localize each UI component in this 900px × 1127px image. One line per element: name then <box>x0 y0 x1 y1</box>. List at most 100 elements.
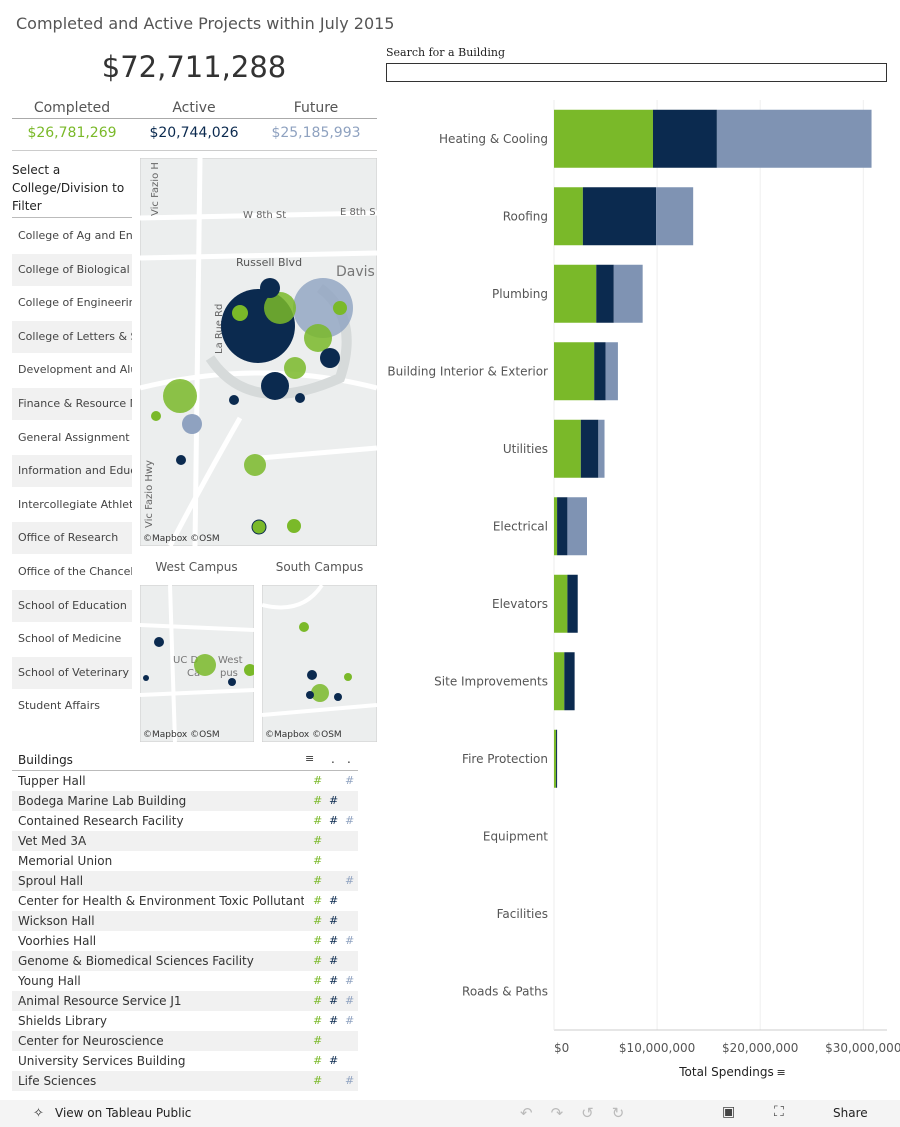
status-mark: # <box>329 794 339 807</box>
building-name[interactable]: Wickson Hall <box>18 914 95 928</box>
divider <box>12 770 358 771</box>
building-name[interactable]: Sproul Hall <box>18 874 84 888</box>
map-point[interactable] <box>244 454 266 476</box>
filter-item[interactable]: General Assignment C <box>12 421 132 454</box>
category-label: Equipment <box>483 829 548 843</box>
bar-segment <box>556 729 558 788</box>
filter-item[interactable]: College of Biological S <box>12 253 132 286</box>
status-mark: # <box>313 854 323 867</box>
row-bg <box>12 791 358 811</box>
building-name[interactable]: Genome & Biomedical Sciences Facility <box>18 954 254 968</box>
filter-item[interactable]: College of Letters & Sc <box>12 320 132 353</box>
map-point[interactable] <box>251 519 267 535</box>
filter-item[interactable]: Intercollegiate Athleti <box>12 488 132 521</box>
map-point[interactable] <box>154 637 164 647</box>
status-mark: # <box>313 1074 323 1087</box>
filter-item[interactable]: School of Medicine <box>12 623 132 656</box>
map-point[interactable] <box>244 664 254 676</box>
map-road <box>140 585 254 742</box>
map-point[interactable] <box>261 372 289 400</box>
building-name[interactable]: Life Sciences <box>18 1074 97 1088</box>
map-point[interactable] <box>260 278 280 298</box>
mini-map[interactable]: ©Mapbox ©OSM <box>262 585 377 742</box>
map-point[interactable] <box>311 684 329 702</box>
map-point[interactable] <box>284 357 306 379</box>
category-label: Plumbing <box>492 287 548 301</box>
row-bg <box>12 971 358 991</box>
building-name[interactable]: Center for Neuroscience <box>18 1034 164 1048</box>
category-label: Facilities <box>497 907 548 921</box>
mini-map[interactable]: UC D West Ca pus ©Mapbox ©OSM <box>140 585 254 742</box>
building-name[interactable]: Contained Research Facility <box>18 814 184 828</box>
category-label: Roofing <box>503 209 548 223</box>
bar-segment <box>554 187 583 246</box>
map[interactable]: Vic Fazio H W 8th St E 8th S Russell Blv… <box>140 158 377 546</box>
status-mark: # <box>313 814 323 827</box>
map-point[interactable] <box>299 622 309 632</box>
map-label: Ca <box>187 668 200 679</box>
building-name[interactable]: Shields Library <box>18 1014 107 1028</box>
status-mark: # <box>345 974 355 987</box>
map-point[interactable] <box>143 675 149 681</box>
building-name[interactable]: Center for Health & Environment Toxic Po… <box>18 894 304 908</box>
filter-item[interactable]: College of Engineering <box>12 287 132 320</box>
building-name[interactable]: Voorhies Hall <box>18 934 97 948</box>
tableau-link[interactable]: View on Tableau Public <box>55 1106 192 1120</box>
device-icon[interactable]: ▣ <box>722 1104 736 1120</box>
map-point[interactable] <box>163 379 197 413</box>
status-mark: # <box>313 974 323 987</box>
building-name[interactable]: Animal Resource Service J1 <box>18 994 182 1008</box>
building-name[interactable]: Memorial Union <box>18 854 113 868</box>
map-point[interactable] <box>229 395 239 405</box>
sort-icon[interactable]: ≡ <box>305 752 315 765</box>
map-point[interactable] <box>228 678 236 686</box>
filter-item[interactable]: Office of the Chancello <box>12 556 132 588</box>
map-point[interactable] <box>232 305 248 321</box>
map-point[interactable] <box>333 301 347 315</box>
map-point[interactable] <box>194 654 216 676</box>
filter-item[interactable]: Student Affairs <box>12 690 132 723</box>
search-input[interactable] <box>386 63 887 82</box>
x-tick-label: $10,000,000 <box>619 1041 695 1055</box>
map-point[interactable] <box>176 455 186 465</box>
filter-item[interactable]: School of Veterinary M <box>12 656 132 689</box>
map-point[interactable] <box>344 673 352 681</box>
map-point[interactable] <box>264 292 296 324</box>
map-attribution: ©Mapbox ©OSM <box>143 534 220 544</box>
map-point[interactable] <box>320 348 340 368</box>
fullscreen-icon[interactable]: ⛶ <box>774 1104 784 1120</box>
filter-item[interactable]: School of Education <box>12 589 132 622</box>
map-point[interactable] <box>304 324 332 352</box>
filter-item[interactable]: Finance & Resource Ma <box>12 388 132 420</box>
building-name[interactable]: Bodega Marine Lab Building <box>18 794 187 808</box>
bar-segment <box>554 342 595 401</box>
map-point[interactable] <box>295 393 305 403</box>
category-label: Building Interior & Exterior <box>387 364 548 378</box>
building-name[interactable]: Tupper Hall <box>18 774 86 788</box>
map-point[interactable] <box>182 414 202 434</box>
map-point[interactable] <box>334 693 342 701</box>
map-point[interactable] <box>151 411 161 421</box>
bar-segment <box>567 497 587 556</box>
map-point[interactable] <box>287 519 301 533</box>
map-points <box>151 278 353 535</box>
category-label: Heating & Cooling <box>439 132 548 146</box>
filter-item[interactable]: Office of Research <box>12 522 132 555</box>
bar-segment <box>554 419 581 478</box>
filter-item[interactable]: Information and Educa <box>12 455 132 488</box>
building-name[interactable]: Young Hall <box>18 974 81 988</box>
building-name[interactable]: Vet Med 3A <box>18 834 87 848</box>
map-point[interactable] <box>293 278 353 338</box>
undo-redo[interactable]: ↶↷↺↻ <box>520 1104 643 1122</box>
status-mark: # <box>313 1014 323 1027</box>
filter-item[interactable]: Development and Alun <box>12 354 132 387</box>
map-point[interactable] <box>306 691 314 699</box>
building-name[interactable]: University Services Building <box>18 1054 186 1068</box>
x-tick-label: $20,000,000 <box>722 1041 798 1055</box>
status-mark: # <box>313 894 323 907</box>
share-button[interactable]: Share <box>833 1106 868 1120</box>
map-point[interactable] <box>307 670 317 680</box>
filter-item[interactable]: College of Ag and Envi <box>12 220 132 252</box>
status-mark: # <box>329 974 339 987</box>
